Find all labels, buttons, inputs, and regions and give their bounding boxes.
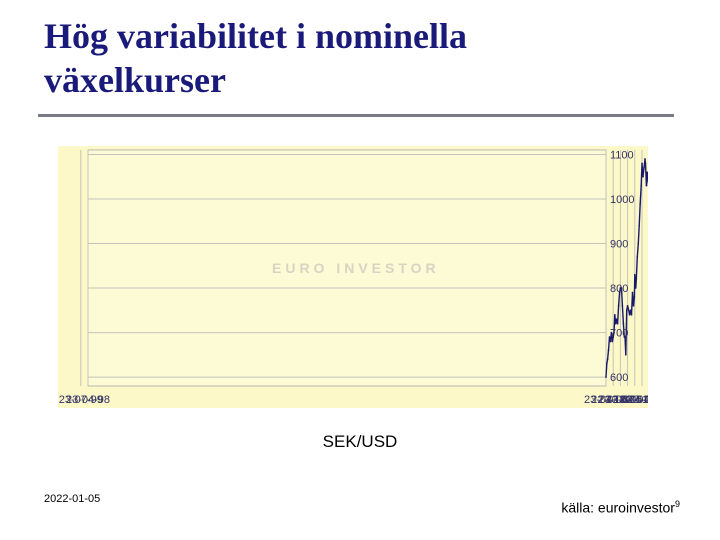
data-point: [611, 340, 614, 343]
data-point: [606, 362, 608, 365]
data-point: [634, 273, 636, 276]
data-point: [645, 184, 648, 187]
source-credit: källa: euroinvestor9: [561, 499, 680, 516]
data-point: [631, 291, 634, 294]
data-point: [633, 296, 636, 298]
watermark-text: EURO INVESTOR: [272, 260, 440, 276]
grid-lines: [80, 150, 643, 386]
data-point: [609, 340, 612, 343]
data-point: [605, 376, 607, 378]
source-text: källa: euroinvestor: [561, 499, 675, 516]
y-axis-labels: 1100 1000 900 800 700 600: [610, 149, 634, 384]
data-point: [614, 322, 617, 325]
data-point: [630, 314, 633, 316]
data-point: [614, 314, 616, 316]
y-tick-label: 900: [610, 239, 628, 251]
data-point: [636, 256, 639, 258]
data-point: [628, 314, 631, 316]
data-point: [607, 349, 610, 352]
x-tick-label: 23-07-99: [59, 394, 103, 406]
x-tick-label: 23-04-03: [613, 394, 648, 406]
data-point: [632, 305, 635, 307]
data-point: [647, 180, 648, 182]
data-point: [620, 287, 623, 289]
data-point: [635, 278, 638, 280]
data-point: [617, 305, 620, 307]
data-point: [641, 162, 643, 165]
x-tick-label: 22-01-02: [620, 394, 648, 406]
plot-area: [87, 149, 607, 387]
data-point: [627, 309, 630, 312]
chart-caption: SEK/USD: [322, 432, 398, 451]
x-tick-label: 22-01-07: [591, 394, 635, 406]
data-point: [640, 184, 642, 187]
data-point: [644, 162, 647, 165]
data-point: [615, 318, 618, 320]
x-tick-label: 23-04-08: [584, 394, 628, 406]
y-tick-label: 600: [610, 372, 628, 384]
data-point: [616, 322, 619, 325]
data-point: [613, 331, 615, 334]
data-point: [621, 305, 624, 307]
data-point: [610, 331, 613, 334]
data-point: [635, 287, 637, 289]
data-point: [638, 224, 640, 227]
slide-title: Hög variabilitet i nominella växelkurser: [44, 16, 467, 100]
data-point: [625, 354, 627, 356]
y-tick-label: 700: [610, 328, 628, 340]
data-point: [637, 242, 640, 245]
y-tick-label: 1000: [610, 194, 634, 206]
data-point: [619, 287, 622, 289]
data-point: [606, 358, 609, 361]
x-tick-label: 23-04-98: [66, 394, 110, 406]
data-point: [618, 291, 621, 294]
x-tick-label: 23-07-04: [606, 394, 648, 406]
data-point: [612, 336, 614, 338]
footer-date: 2022-01-05: [44, 493, 101, 505]
y-tick-label: 1100: [610, 149, 634, 161]
data-point: [639, 202, 641, 205]
data-point: [629, 309, 632, 312]
data-point: [623, 336, 626, 338]
data-point: [608, 336, 611, 338]
data-points: [605, 158, 648, 378]
title-divider: [38, 114, 674, 117]
data-point: [626, 305, 629, 307]
data-point: [644, 158, 646, 160]
page-number: 9: [674, 499, 680, 509]
data-point: [625, 309, 628, 312]
data-point: [642, 175, 644, 178]
y-tick-label: 800: [610, 283, 628, 295]
data-point: [622, 322, 625, 325]
exchange-rate-chart: EURO INVESTOR 1100 1000 900 800 700 600 23-04…: [58, 146, 648, 408]
x-tick-label: 23-10-05: [598, 394, 642, 406]
data-point: [643, 167, 645, 169]
x-tick-label: 22-10-00: [627, 394, 648, 406]
data-point: [646, 171, 648, 174]
